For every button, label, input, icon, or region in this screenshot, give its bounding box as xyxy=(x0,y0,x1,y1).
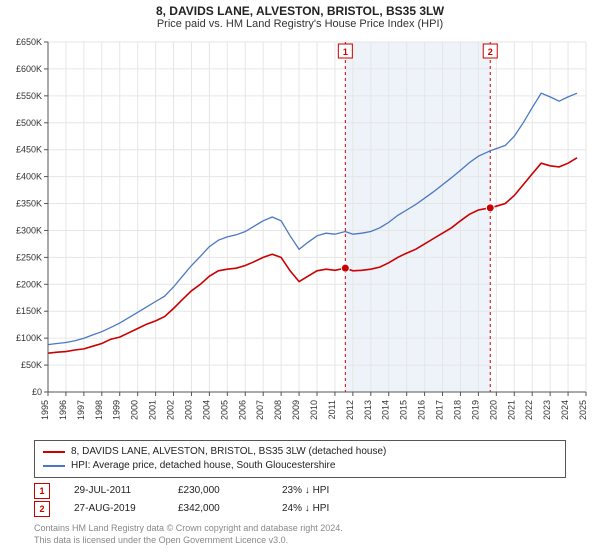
svg-text:2021: 2021 xyxy=(506,400,516,420)
legend-swatch-2 xyxy=(43,465,65,467)
svg-text:£350K: £350K xyxy=(16,199,42,209)
footnote-line-2: This data is licensed under the Open Gov… xyxy=(34,534,566,546)
svg-text:£400K: £400K xyxy=(16,172,42,182)
svg-text:2023: 2023 xyxy=(542,400,552,420)
svg-text:2005: 2005 xyxy=(219,400,229,420)
footnote-line-1: Contains HM Land Registry data © Crown c… xyxy=(34,522,566,534)
svg-text:£150K: £150K xyxy=(16,306,42,316)
svg-text:£100K: £100K xyxy=(16,333,42,343)
sale-hpi-1: 23% ↓ HPI xyxy=(282,482,362,500)
svg-text:£50K: £50K xyxy=(21,360,42,370)
svg-text:2008: 2008 xyxy=(273,400,283,420)
svg-text:2017: 2017 xyxy=(435,400,445,420)
svg-text:2013: 2013 xyxy=(363,400,373,420)
svg-text:2014: 2014 xyxy=(381,400,391,420)
svg-text:1: 1 xyxy=(343,47,348,57)
svg-text:£450K: £450K xyxy=(16,145,42,155)
svg-text:2015: 2015 xyxy=(399,400,409,420)
svg-text:2003: 2003 xyxy=(183,400,193,420)
svg-text:£550K: £550K xyxy=(16,91,42,101)
legend-swatch-1 xyxy=(43,451,65,453)
legend-row-1: 8, DAVIDS LANE, ALVESTON, BRISTOL, BS35 … xyxy=(43,445,557,459)
svg-text:2012: 2012 xyxy=(345,400,355,420)
svg-text:£650K: £650K xyxy=(16,37,42,47)
svg-text:1998: 1998 xyxy=(94,400,104,420)
svg-text:2004: 2004 xyxy=(201,400,211,420)
svg-text:2002: 2002 xyxy=(166,400,176,420)
svg-text:2020: 2020 xyxy=(488,400,498,420)
sale-marker-2: 2 xyxy=(34,501,50,517)
svg-text:1999: 1999 xyxy=(112,400,122,420)
sale-marker-1: 1 xyxy=(34,483,50,499)
chart-area: £0 £50K £100K £150K £200K £250K £300K £350K £400… xyxy=(0,34,600,434)
svg-text:2025: 2025 xyxy=(578,400,588,420)
svg-text:£600K: £600K xyxy=(16,64,42,74)
svg-text:2011: 2011 xyxy=(327,400,337,419)
sale-date-1: 29-JUL-2011 xyxy=(74,482,154,500)
svg-text:2016: 2016 xyxy=(417,400,427,420)
svg-text:2024: 2024 xyxy=(560,400,570,420)
svg-text:2: 2 xyxy=(488,47,493,57)
svg-text:1997: 1997 xyxy=(76,400,86,420)
svg-text:£200K: £200K xyxy=(16,279,42,289)
sale-date-2: 27-AUG-2019 xyxy=(74,500,154,518)
svg-text:2009: 2009 xyxy=(291,400,301,420)
svg-text:£500K: £500K xyxy=(16,118,42,128)
svg-text:2007: 2007 xyxy=(255,400,265,420)
svg-text:2019: 2019 xyxy=(470,400,480,420)
sale-price-2: £342,000 xyxy=(178,500,258,518)
sale-price-1: £230,000 xyxy=(178,482,258,500)
sale-row-2: 2 27-AUG-2019 £342,000 24% ↓ HPI xyxy=(34,500,566,518)
sale-row-1: 1 29-JUL-2011 £230,000 23% ↓ HPI xyxy=(34,482,566,500)
svg-text:2006: 2006 xyxy=(237,400,247,420)
legend-label-1: 8, DAVIDS LANE, ALVESTON, BRISTOL, BS35 … xyxy=(71,445,386,459)
chart-title: 8, DAVIDS LANE, ALVESTON, BRISTOL, BS35 … xyxy=(0,0,600,18)
svg-text:£300K: £300K xyxy=(16,225,42,235)
svg-text:1996: 1996 xyxy=(58,400,68,420)
sale-hpi-2: 24% ↓ HPI xyxy=(282,500,362,518)
footnote: Contains HM Land Registry data © Crown c… xyxy=(34,522,566,546)
legend: 8, DAVIDS LANE, ALVESTON, BRISTOL, BS35 … xyxy=(34,440,566,478)
svg-text:1995: 1995 xyxy=(40,400,50,420)
svg-text:£250K: £250K xyxy=(16,252,42,262)
legend-label-2: HPI: Average price, detached house, Sout… xyxy=(71,459,335,473)
svg-text:2010: 2010 xyxy=(309,400,319,420)
sales-table: 1 29-JUL-2011 £230,000 23% ↓ HPI 2 27-AU… xyxy=(34,482,566,518)
svg-text:2000: 2000 xyxy=(130,400,140,420)
svg-text:2018: 2018 xyxy=(452,400,462,420)
legend-row-2: HPI: Average price, detached house, Sout… xyxy=(43,459,557,473)
chart-subtitle: Price paid vs. HM Land Registry's House … xyxy=(0,18,600,34)
svg-text:2022: 2022 xyxy=(524,400,534,420)
svg-text:£0: £0 xyxy=(32,387,42,397)
svg-text:2001: 2001 xyxy=(148,400,158,420)
